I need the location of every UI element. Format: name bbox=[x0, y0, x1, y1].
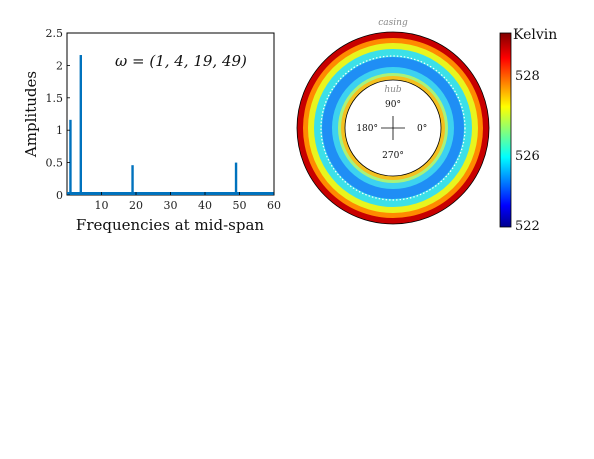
colorbar-tick-526: 526 bbox=[515, 149, 540, 164]
colorbar-title: Kelvin bbox=[513, 27, 557, 43]
plot-frame bbox=[66, 32, 275, 196]
bar-19 bbox=[131, 165, 134, 195]
colorbar-tick-528: 528 bbox=[515, 69, 540, 84]
casing-outline bbox=[296, 31, 490, 225]
x-tick-label: 10 bbox=[95, 199, 109, 212]
y-tick-label: 2 bbox=[56, 59, 63, 72]
formula-annotation: ω = (1, 4, 19, 49) bbox=[115, 52, 247, 70]
colorbar-scale bbox=[499, 32, 512, 228]
x-axis-title: Frequencies at mid-span bbox=[76, 216, 264, 234]
y-tick-label: 1 bbox=[56, 124, 63, 137]
colorbar: Kelvin 528 526 522 bbox=[499, 27, 557, 234]
y-tick-label: 0 bbox=[56, 189, 63, 202]
bar-chart: 0 0.5 1 1.5 2 2.5 10 20 30 40 50 60 ω = (1, 4, 19,… bbox=[22, 27, 281, 234]
x-ticks: 10 20 30 40 50 60 bbox=[95, 192, 281, 212]
y-tick-label: 1.5 bbox=[46, 92, 64, 105]
colorbar-tick-522: 522 bbox=[515, 219, 540, 234]
x-tick-label: 40 bbox=[198, 199, 212, 212]
angle-label-180: 180° bbox=[356, 124, 378, 134]
y-axis-title: Amplitudes bbox=[22, 71, 40, 158]
angle-label-270: 270° bbox=[382, 151, 404, 161]
x-tick-label: 60 bbox=[267, 199, 281, 212]
y-ticks: 0 0.5 1 1.5 2 2.5 bbox=[46, 27, 70, 202]
angle-label-0: 0° bbox=[417, 124, 427, 134]
bar-49 bbox=[234, 162, 238, 195]
angle-label-90: 90° bbox=[385, 100, 401, 110]
x-tick-label: 30 bbox=[164, 199, 178, 212]
hub-label: hub bbox=[384, 85, 402, 95]
x-tick-label: 20 bbox=[129, 199, 143, 212]
bar-1 bbox=[69, 119, 72, 195]
mid-span-line bbox=[320, 55, 466, 201]
annulus-heatmap: casing hub 90° 180° 0° 270° bbox=[296, 18, 490, 225]
casing-label: casing bbox=[378, 18, 408, 28]
y-tick-label: 0.5 bbox=[46, 157, 64, 170]
y-tick-label: 2.5 bbox=[46, 27, 64, 40]
x-tick-label: 50 bbox=[233, 199, 247, 212]
bar-4 bbox=[79, 55, 82, 196]
